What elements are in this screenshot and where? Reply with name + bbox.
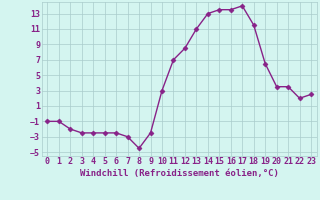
X-axis label: Windchill (Refroidissement éolien,°C): Windchill (Refroidissement éolien,°C) [80,169,279,178]
